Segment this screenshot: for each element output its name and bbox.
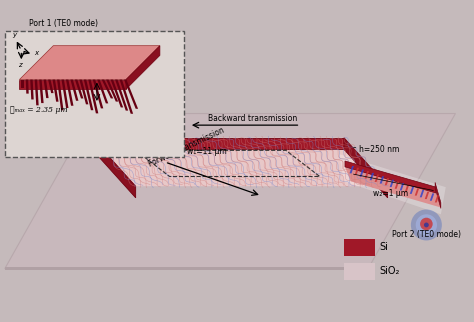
Polygon shape [345, 167, 441, 207]
Polygon shape [365, 171, 369, 178]
Polygon shape [21, 80, 24, 88]
Polygon shape [35, 80, 39, 105]
Text: y: y [13, 32, 17, 38]
Polygon shape [110, 80, 123, 108]
Bar [344, 239, 375, 256]
Polygon shape [345, 161, 436, 193]
Polygon shape [19, 80, 126, 89]
Polygon shape [92, 138, 388, 186]
Polygon shape [349, 166, 354, 173]
Polygon shape [30, 80, 34, 99]
Polygon shape [390, 180, 394, 187]
Polygon shape [374, 175, 379, 182]
Polygon shape [44, 80, 49, 98]
Polygon shape [355, 168, 359, 175]
Polygon shape [425, 192, 429, 199]
Ellipse shape [43, 45, 102, 134]
Polygon shape [115, 80, 128, 110]
Polygon shape [66, 80, 73, 106]
Polygon shape [26, 80, 29, 94]
Polygon shape [71, 80, 78, 101]
Polygon shape [92, 138, 136, 198]
Text: w₁=11 μm: w₁=11 μm [187, 147, 227, 156]
Polygon shape [435, 195, 439, 203]
Ellipse shape [411, 209, 442, 241]
Text: Si: Si [379, 242, 388, 252]
Text: x: x [34, 50, 38, 56]
Polygon shape [5, 267, 368, 270]
Polygon shape [57, 80, 64, 110]
Ellipse shape [416, 214, 437, 236]
Polygon shape [84, 80, 93, 110]
Polygon shape [339, 154, 446, 214]
Polygon shape [370, 173, 374, 180]
Polygon shape [97, 80, 108, 103]
Polygon shape [360, 169, 364, 177]
Polygon shape [88, 80, 98, 113]
Polygon shape [39, 80, 44, 103]
Polygon shape [380, 176, 384, 184]
Polygon shape [106, 80, 118, 101]
Text: h=250 nm: h=250 nm [358, 145, 399, 154]
Polygon shape [420, 190, 424, 197]
Polygon shape [75, 80, 83, 99]
Ellipse shape [424, 223, 429, 227]
Polygon shape [48, 80, 54, 93]
Text: SiO₂: SiO₂ [379, 267, 399, 277]
Ellipse shape [70, 85, 79, 98]
Text: w₂=1 μm: w₂=1 μm [373, 189, 408, 198]
Bar [344, 263, 375, 280]
Polygon shape [53, 80, 59, 102]
FancyBboxPatch shape [5, 31, 184, 157]
Text: Forward transmission: Forward transmission [147, 126, 226, 169]
Polygon shape [62, 80, 68, 108]
Polygon shape [395, 181, 399, 189]
Polygon shape [93, 80, 103, 109]
Polygon shape [119, 80, 133, 114]
Ellipse shape [65, 76, 90, 113]
Ellipse shape [420, 218, 433, 230]
Text: Port 2 (TE0 mode): Port 2 (TE0 mode) [392, 230, 462, 239]
Polygon shape [415, 188, 419, 196]
Text: ℓₘₐₓ = 2.35 μm: ℓₘₐₓ = 2.35 μm [9, 106, 67, 114]
Polygon shape [430, 194, 434, 201]
Polygon shape [405, 185, 409, 192]
Text: z: z [18, 62, 22, 68]
Text: Backward transmission: Backward transmission [209, 114, 298, 123]
Polygon shape [79, 80, 88, 104]
Polygon shape [410, 186, 414, 194]
Text: Port 1 (TE0 mode): Port 1 (TE0 mode) [29, 19, 98, 28]
Polygon shape [19, 46, 160, 80]
Ellipse shape [55, 61, 96, 124]
Polygon shape [344, 138, 388, 198]
Polygon shape [435, 182, 441, 208]
Polygon shape [5, 114, 456, 269]
Polygon shape [384, 178, 389, 185]
Polygon shape [124, 80, 138, 109]
Polygon shape [400, 183, 404, 191]
Polygon shape [92, 138, 344, 149]
Polygon shape [126, 46, 160, 89]
Polygon shape [102, 80, 113, 99]
